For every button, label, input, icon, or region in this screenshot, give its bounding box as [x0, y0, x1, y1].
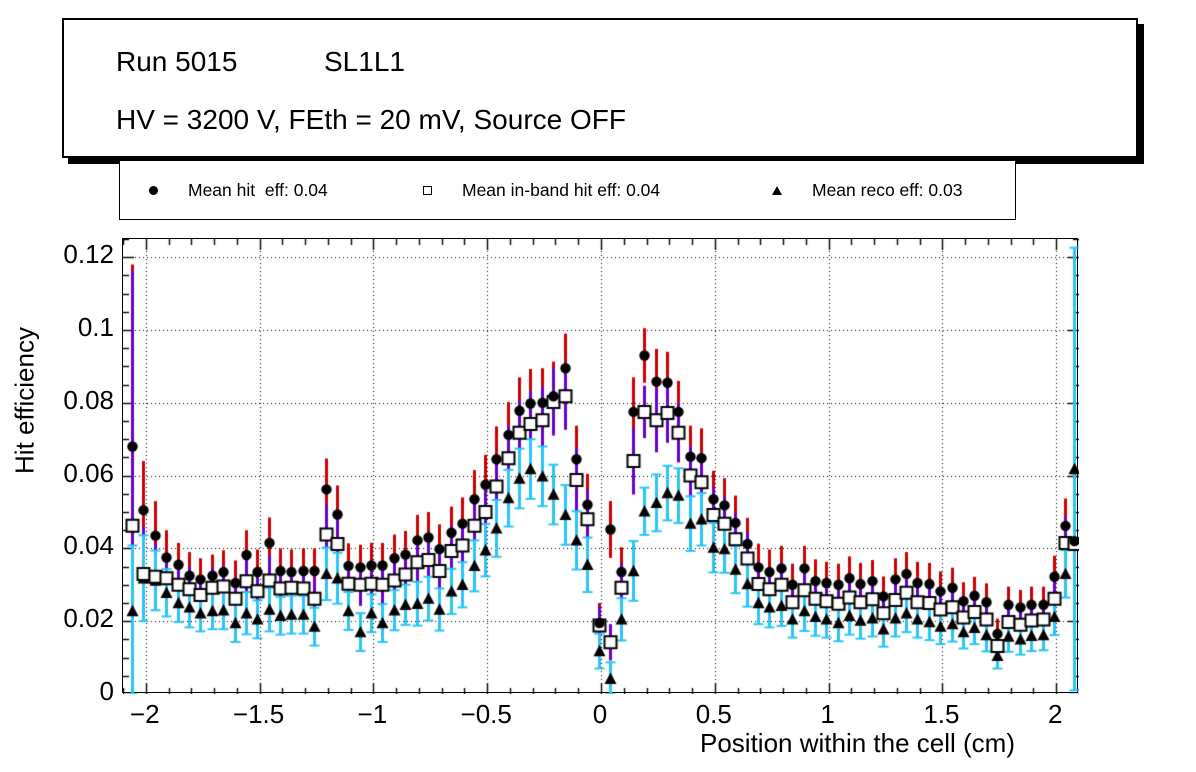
open-square-marker-icon	[410, 185, 444, 195]
y-tick-label: 0.04	[63, 530, 114, 561]
x-axis-title: Position within the cell (cm)	[700, 728, 1015, 758]
title-run-label: Run 5015	[116, 46, 238, 77]
y-tick-label: 0.08	[63, 384, 114, 415]
title-box: Run 5015 SL1L1 HV = 3200 V, FEth = 20 mV…	[62, 18, 1138, 158]
legend-entry-hit-eff: Mean hit eff: 0.04	[136, 161, 328, 219]
y-tick-label: 0.1	[77, 312, 114, 342]
filled-circle-marker-icon	[136, 185, 170, 195]
x-tick-label: 2	[1048, 699, 1063, 729]
plot-data-canvas	[123, 239, 1079, 694]
filled-triangle-marker-icon	[760, 185, 794, 195]
x-tick-label: 0	[592, 699, 608, 729]
x-tick-label: −0.5	[460, 699, 512, 729]
legend-label-inband-hit-eff: Mean in-band hit eff: 0.04	[462, 179, 661, 200]
x-tick-label: 0.5	[695, 699, 732, 729]
legend-label-reco-eff: Mean reco eff: 0.03	[812, 179, 963, 200]
legend-entry-inband-hit-eff: Mean in-band hit eff: 0.04	[410, 161, 660, 219]
y-tick-label: 0.02	[63, 603, 114, 634]
x-tick-label: 1.5	[923, 699, 960, 729]
legend-entry-reco-eff: Mean reco eff: 0.03	[760, 161, 962, 219]
y-tick-label: 0	[99, 676, 114, 706]
legend-box: Mean hit eff: 0.04 Mean in-band hit eff:…	[119, 160, 1016, 220]
plot-frame	[122, 238, 1079, 694]
x-tick-label: −1.5	[232, 699, 285, 729]
legend-label-hit-eff: Mean hit eff: 0.04	[188, 179, 328, 200]
x-tick-label: −2	[129, 699, 160, 729]
y-tick-label: 0.06	[63, 457, 114, 488]
x-tick-label: −1	[357, 699, 388, 729]
y-tick-label: 0.12	[63, 239, 114, 270]
title-superlayer-label: SL1L1	[324, 46, 405, 77]
x-tick-label: 1	[820, 699, 835, 729]
title-conditions-label: HV = 3200 V, FEth = 20 mV, Source OFF	[116, 104, 626, 135]
